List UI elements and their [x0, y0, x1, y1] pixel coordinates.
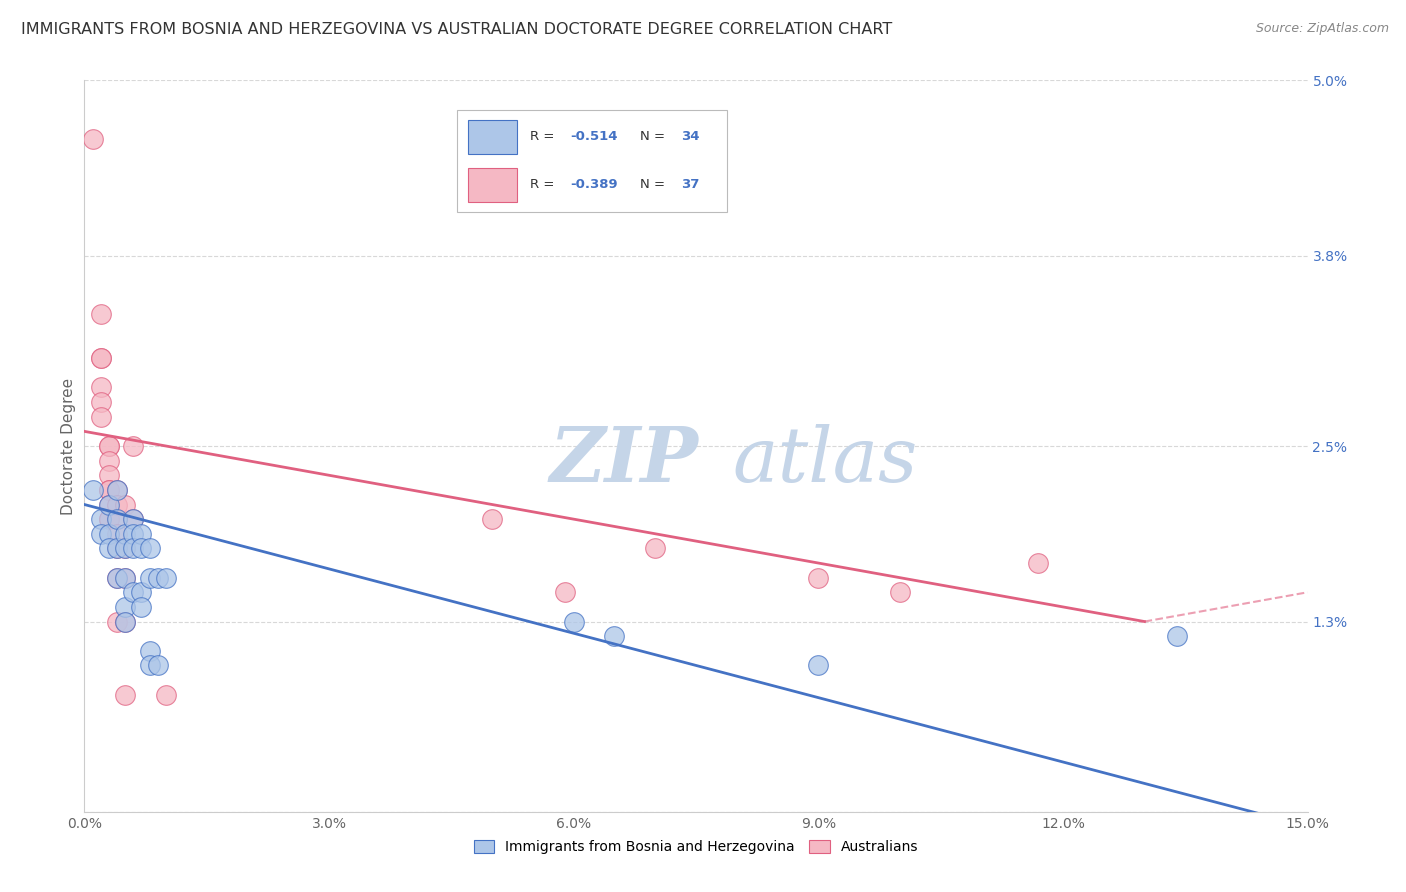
Point [131, 526, 153, 541]
Point [114, 571, 136, 585]
Point [122, 512, 145, 526]
Point [554, 585, 576, 599]
Point [97, 512, 120, 526]
Point [90, 409, 112, 424]
Point [155, 571, 177, 585]
Point [82, 132, 104, 146]
Point [114, 541, 136, 556]
Point [90, 512, 112, 526]
Point [122, 439, 145, 453]
Point [155, 688, 177, 702]
Point [90, 395, 112, 409]
Point [97, 526, 120, 541]
Point [105, 615, 128, 629]
Point [97, 453, 120, 467]
Point [105, 571, 128, 585]
Point [114, 498, 136, 512]
Point [131, 541, 153, 556]
Point [1166, 629, 1188, 643]
Point [90, 526, 112, 541]
Point [644, 541, 666, 556]
Point [138, 541, 160, 556]
Text: atlas: atlas [733, 424, 918, 498]
Point [82, 483, 104, 497]
Point [97, 483, 120, 497]
Point [97, 439, 120, 453]
Point [603, 629, 626, 643]
Point [114, 541, 136, 556]
Point [114, 526, 136, 541]
Point [105, 541, 128, 556]
Y-axis label: Doctorate Degree: Doctorate Degree [60, 377, 76, 515]
Point [131, 599, 153, 614]
Point [146, 571, 169, 585]
Text: IMMIGRANTS FROM BOSNIA AND HERZEGOVINA VS AUSTRALIAN DOCTORATE DEGREE CORRELATIO: IMMIGRANTS FROM BOSNIA AND HERZEGOVINA V… [21, 22, 893, 37]
Point [138, 658, 160, 673]
Point [122, 585, 145, 599]
Point [97, 439, 120, 453]
Point [105, 571, 128, 585]
Legend: Immigrants from Bosnia and Herzegovina, Australians: Immigrants from Bosnia and Herzegovina, … [468, 835, 924, 860]
Point [122, 512, 145, 526]
Point [90, 351, 112, 366]
Point [105, 526, 128, 541]
Point [105, 541, 128, 556]
Point [90, 380, 112, 394]
Point [807, 658, 830, 673]
Point [114, 688, 136, 702]
Point [90, 351, 112, 366]
Point [1028, 556, 1050, 570]
Point [105, 512, 128, 526]
Point [105, 483, 128, 497]
Point [97, 512, 120, 526]
Point [105, 512, 128, 526]
Point [114, 599, 136, 614]
Point [138, 571, 160, 585]
Point [122, 526, 145, 541]
Point [90, 307, 112, 321]
Point [146, 658, 169, 673]
Point [138, 644, 160, 658]
Point [97, 468, 120, 483]
Point [562, 615, 585, 629]
Point [807, 571, 830, 585]
Point [105, 483, 128, 497]
Point [97, 498, 120, 512]
Point [889, 585, 911, 599]
Text: Source: ZipAtlas.com: Source: ZipAtlas.com [1256, 22, 1389, 36]
Point [97, 498, 120, 512]
Point [105, 498, 128, 512]
Point [131, 585, 153, 599]
Point [114, 571, 136, 585]
Point [114, 615, 136, 629]
Point [122, 541, 145, 556]
Point [97, 483, 120, 497]
Point [481, 512, 503, 526]
Text: ZIP: ZIP [550, 424, 697, 498]
Point [97, 541, 120, 556]
Point [114, 615, 136, 629]
